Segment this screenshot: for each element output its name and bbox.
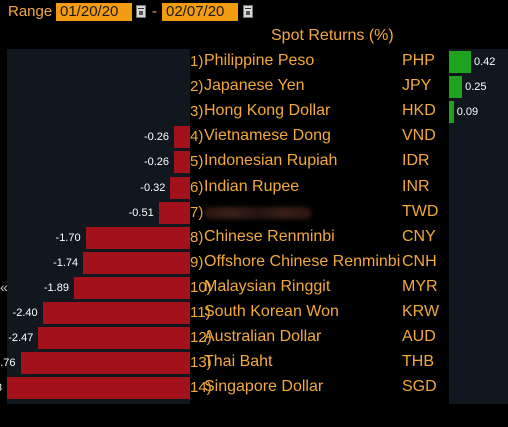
rank-number: 13) bbox=[190, 354, 212, 372]
rank-number: 6) bbox=[190, 178, 204, 196]
return-value-label: 0.42 bbox=[474, 56, 496, 68]
currency-code[interactable]: IDR bbox=[402, 152, 430, 170]
table-row[interactable]: -2.76 13)Thai Baht THB bbox=[0, 351, 508, 376]
rank-number: 11) bbox=[190, 304, 211, 321]
currency-name[interactable]: Indonesian Rupiah bbox=[204, 152, 338, 170]
currency-name[interactable]: Indian Rupee bbox=[204, 177, 300, 195]
return-bar-negative bbox=[38, 327, 190, 350]
currency-code[interactable]: MYR bbox=[402, 277, 438, 295]
return-value-label: 0.25 bbox=[465, 81, 487, 94]
return-value-label: 0.09 bbox=[456, 106, 479, 119]
return-value-label: -0.51 bbox=[128, 206, 154, 219]
rank-number: 2) bbox=[190, 78, 204, 96]
start-calendar-icon[interactable] bbox=[136, 5, 146, 18]
return-bar-negative bbox=[42, 302, 190, 324]
currency-code[interactable]: SGD bbox=[402, 378, 437, 396]
currency-code[interactable]: CNH bbox=[402, 252, 437, 270]
table-row[interactable]: -2.40 11) South Korean Won KRW bbox=[0, 301, 508, 326]
return-bar-negative bbox=[85, 226, 190, 249]
currency-code[interactable]: INR bbox=[402, 177, 430, 195]
currency-name[interactable]: Japanese Yen bbox=[204, 77, 305, 95]
return-value-label: -0.32 bbox=[140, 181, 166, 194]
currency-code[interactable]: KRW bbox=[402, 303, 440, 320]
end-date-input[interactable]: 02/07/20 bbox=[162, 3, 238, 21]
currency-name[interactable]: Australian Dollar bbox=[204, 328, 322, 346]
redacted-currency-name bbox=[204, 206, 312, 219]
return-value-label: -1.74 bbox=[53, 256, 79, 269]
currency-code[interactable]: HKD bbox=[402, 102, 436, 120]
return-value-label: -0.26 bbox=[143, 131, 170, 144]
currency-name[interactable]: Hong Kong Dollar bbox=[204, 102, 331, 120]
return-value-label: -2.98 bbox=[0, 377, 4, 399]
currency-name[interactable]: Offshore Chinese Renminbi bbox=[204, 252, 401, 270]
rank-number: 1) bbox=[190, 53, 204, 70]
currency-code[interactable]: CNY bbox=[402, 227, 436, 245]
return-bar-negative bbox=[170, 176, 190, 199]
return-bar-negative bbox=[174, 151, 190, 174]
return-bar-negative bbox=[20, 352, 190, 375]
rank-number: 7) bbox=[190, 203, 204, 221]
currency-code[interactable]: PHP bbox=[402, 52, 435, 69]
return-bar-positive bbox=[449, 101, 454, 124]
return-value-label: -1.89 bbox=[43, 281, 69, 294]
return-bar-positive bbox=[449, 51, 471, 73]
table-row[interactable]: -2.98 14)Singapore Dollar SGD bbox=[0, 376, 508, 401]
currency-code[interactable]: VND bbox=[402, 127, 436, 145]
return-bar-negative bbox=[158, 201, 190, 224]
rank-number: 9) bbox=[190, 253, 204, 271]
return-bar-positive bbox=[449, 76, 463, 99]
return-bar-negative bbox=[73, 276, 190, 299]
return-bar-negative bbox=[7, 377, 190, 400]
rank-number: 8) bbox=[190, 228, 204, 246]
table-row[interactable]: 0.25 2) Japanese Yen JPY bbox=[0, 75, 508, 100]
return-value-label: -0.26 bbox=[143, 156, 170, 169]
start-date-input[interactable]: 01/20/20 bbox=[56, 3, 132, 21]
return-bar-negative bbox=[174, 126, 190, 149]
table-row[interactable]: -1.70 8) Chinese Renminbi CNY bbox=[0, 226, 508, 251]
rank-number: 3) bbox=[190, 103, 204, 121]
rank-number: 14) bbox=[190, 379, 212, 397]
currency-name[interactable]: Chinese Renminbi bbox=[204, 227, 335, 245]
chart-title: Spot Returns (%) bbox=[271, 27, 394, 44]
currency-name[interactable]: Malaysian Ringgit bbox=[204, 277, 331, 295]
table-row[interactable]: -1.74 9) Offshore Chinese Renminbi CNH bbox=[0, 251, 508, 276]
currency-name[interactable]: Vietnamese Dong bbox=[204, 127, 331, 145]
return-value-label: -2.76 bbox=[0, 357, 16, 370]
currency-name[interactable]: Philippine Peso bbox=[204, 52, 315, 69]
currency-code[interactable]: AUD bbox=[402, 328, 436, 346]
range-label: Range bbox=[8, 3, 53, 20]
end-calendar-icon[interactable] bbox=[243, 5, 253, 18]
scroll-left-icon[interactable]: « bbox=[0, 279, 8, 295]
return-value-label: -1.70 bbox=[55, 231, 81, 244]
table-row[interactable]: 0.09 3) Hong Kong Dollar HKD bbox=[0, 100, 508, 125]
table-row[interactable]: -2.47 12) Australian Dollar AUD bbox=[0, 326, 508, 351]
rank-number: 5) bbox=[190, 153, 204, 171]
rank-number: 10) bbox=[190, 278, 212, 296]
return-value-label: -2.47 bbox=[8, 332, 34, 345]
currency-code[interactable]: THB bbox=[402, 353, 434, 371]
return-value-label: -2.40 bbox=[12, 307, 38, 319]
currency-name[interactable]: Thai Baht bbox=[204, 353, 273, 371]
return-bar-negative bbox=[83, 251, 190, 274]
table-row[interactable]: -0.26 5) Indonesian Rupiah IDR bbox=[0, 150, 508, 175]
currency-code[interactable]: TWD bbox=[402, 202, 439, 220]
currency-code[interactable]: JPY bbox=[402, 77, 432, 95]
table-row[interactable]: -0.26 4) Vietnamese Dong VND bbox=[0, 125, 508, 150]
date-separator: - bbox=[152, 3, 157, 20]
table-row[interactable]: 0.42 1) Philippine Peso PHP bbox=[0, 50, 508, 75]
rank-number: 12) bbox=[190, 329, 212, 347]
positive-bars-panel bbox=[449, 49, 508, 404]
rank-number: 4) bbox=[190, 128, 204, 146]
table-row[interactable]: -1.89 10) Malaysian Ringgit MYR bbox=[0, 276, 508, 301]
table-row[interactable]: -0.32 6) Indian Rupee INR bbox=[0, 176, 508, 201]
table-row[interactable]: -0.51 7) TWD bbox=[0, 201, 508, 226]
currency-name[interactable]: Singapore Dollar bbox=[204, 378, 324, 396]
currency-name[interactable]: South Korean Won bbox=[204, 303, 339, 320]
